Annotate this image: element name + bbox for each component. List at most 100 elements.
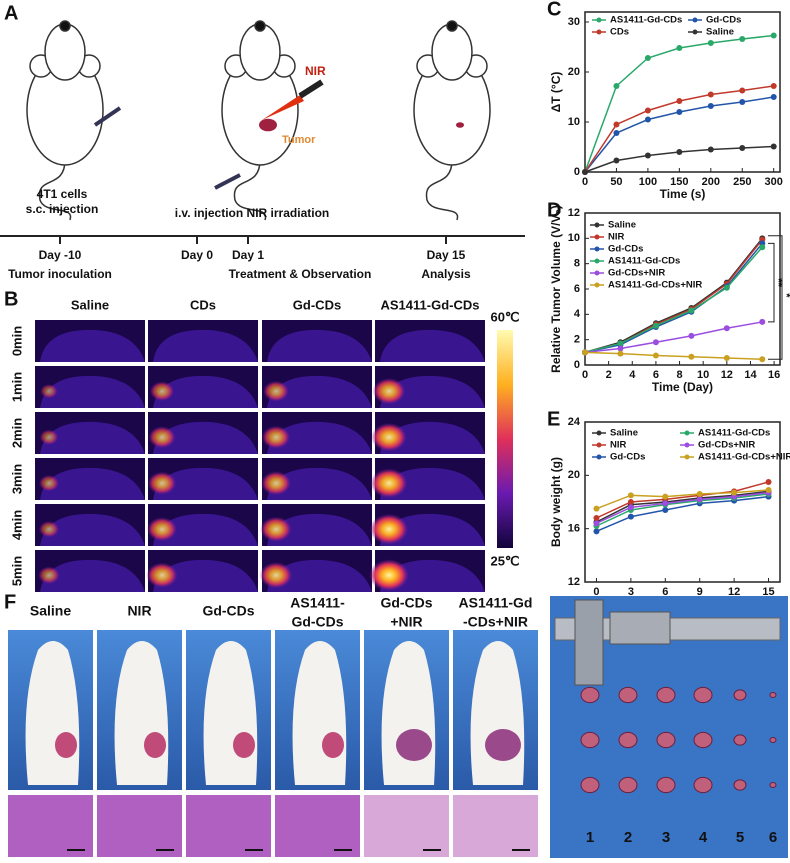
mouse-silhouette <box>153 421 258 454</box>
mouse-silhouette <box>380 467 485 500</box>
series-line <box>584 237 763 354</box>
hot-spot <box>40 384 58 399</box>
tumor <box>396 729 432 761</box>
mouse-illustration <box>221 20 299 221</box>
legend-label: CDs <box>610 27 629 38</box>
legend-marker <box>596 17 602 23</box>
y-tick-label: 8 <box>574 258 580 270</box>
x-tick-label: 2 <box>606 369 612 381</box>
data-point <box>759 244 766 251</box>
series-line <box>584 351 763 361</box>
data-point <box>723 325 730 332</box>
mouse-silhouette <box>153 375 258 408</box>
data-point <box>644 116 651 123</box>
excised-tumor <box>656 686 676 704</box>
step-label: i.v. injection NIR irradiation <box>175 206 329 220</box>
y-axis-label: Body weight (g) <box>549 457 563 547</box>
mouse-silhouette <box>380 421 485 454</box>
legend-label: Saline <box>706 27 734 38</box>
legend-marker <box>596 454 602 460</box>
data-point <box>593 520 600 527</box>
mouse-silhouette <box>267 421 372 454</box>
data-point <box>707 146 714 153</box>
hot-spot <box>263 380 289 402</box>
excised-tumor <box>769 736 777 744</box>
tumor <box>322 732 344 758</box>
legend-label: AS1411-Gd-CDs <box>610 15 682 26</box>
row-label: 0min <box>9 326 24 356</box>
x-tick-label: 12 <box>721 369 733 381</box>
timeline-event: Tumor inoculation <box>8 267 112 281</box>
data-point <box>644 107 651 114</box>
data-point <box>617 350 624 357</box>
tail <box>38 159 72 221</box>
y-tick-label: 6 <box>574 283 580 295</box>
data-point <box>770 143 777 150</box>
excised-tumor <box>618 776 638 794</box>
x-tick-label: 300 <box>765 176 783 188</box>
data-point <box>644 55 651 61</box>
data-point <box>593 505 600 512</box>
group-label: Gd-CDs <box>380 595 432 611</box>
column-header: Saline <box>71 297 109 312</box>
data-point <box>688 332 695 339</box>
legend-marker <box>594 258 600 264</box>
y-tick-label: 4 <box>574 308 581 320</box>
x-tick-label: 14 <box>744 369 757 381</box>
data-point <box>662 493 669 500</box>
mouse-silhouette <box>380 513 485 546</box>
histology <box>364 795 449 857</box>
legend-marker <box>596 29 602 35</box>
group-number: 1 <box>586 829 594 846</box>
data-point <box>707 103 714 109</box>
mouse-illustration <box>26 20 104 221</box>
data-point <box>593 515 600 521</box>
hot-spot <box>146 562 178 588</box>
legend-label: Gd-CDs <box>608 244 643 255</box>
hot-spot <box>369 559 409 592</box>
x-tick-label: 150 <box>670 176 688 188</box>
laser-probe <box>298 79 324 99</box>
data-point <box>676 45 683 51</box>
legend-marker <box>594 270 600 276</box>
y-tick-label: 10 <box>568 116 580 128</box>
legend-label: Gd-CDs+NIR <box>698 440 755 451</box>
excised-tumor <box>733 689 747 701</box>
legend-marker <box>684 442 690 448</box>
excised-tumor <box>733 779 747 791</box>
legend-label: Saline <box>610 428 638 439</box>
x-tick-label: 0 <box>582 369 588 381</box>
x-tick-label: 6 <box>653 369 659 381</box>
column-header: CDs <box>190 297 216 312</box>
excised-tumor <box>580 731 600 749</box>
timeline-event: Treatment & Observation <box>229 267 372 281</box>
data-point <box>652 352 659 359</box>
legend-marker <box>594 282 600 288</box>
nose <box>446 20 458 32</box>
tumor <box>233 732 255 758</box>
plot-frame <box>584 421 781 583</box>
mouse-silhouette <box>40 559 145 592</box>
row-label: 5min <box>9 556 24 586</box>
histology <box>186 795 271 857</box>
step-label: 4T1 cells <box>37 187 88 201</box>
caliper-slider <box>609 611 671 645</box>
column-header: Gd-CDs <box>293 297 341 312</box>
hot-spot <box>372 377 406 405</box>
group-number: 5 <box>736 829 744 846</box>
excised-tumor <box>618 731 638 749</box>
annotation: * <box>780 293 790 298</box>
annotation: NIR <box>305 64 326 78</box>
group-label: NIR <box>127 603 151 619</box>
data-point <box>652 339 659 346</box>
significance-bracket <box>768 242 775 323</box>
x-tick-label: 50 <box>610 176 622 188</box>
data-point <box>688 353 695 360</box>
legend-marker <box>594 222 600 228</box>
tumor <box>485 729 521 761</box>
excised-tumor <box>618 686 638 704</box>
histology <box>275 795 360 857</box>
data-point <box>759 356 766 363</box>
data-point <box>739 145 746 151</box>
legend-label: AS1411-Gd-CDs+NIR <box>698 452 790 463</box>
